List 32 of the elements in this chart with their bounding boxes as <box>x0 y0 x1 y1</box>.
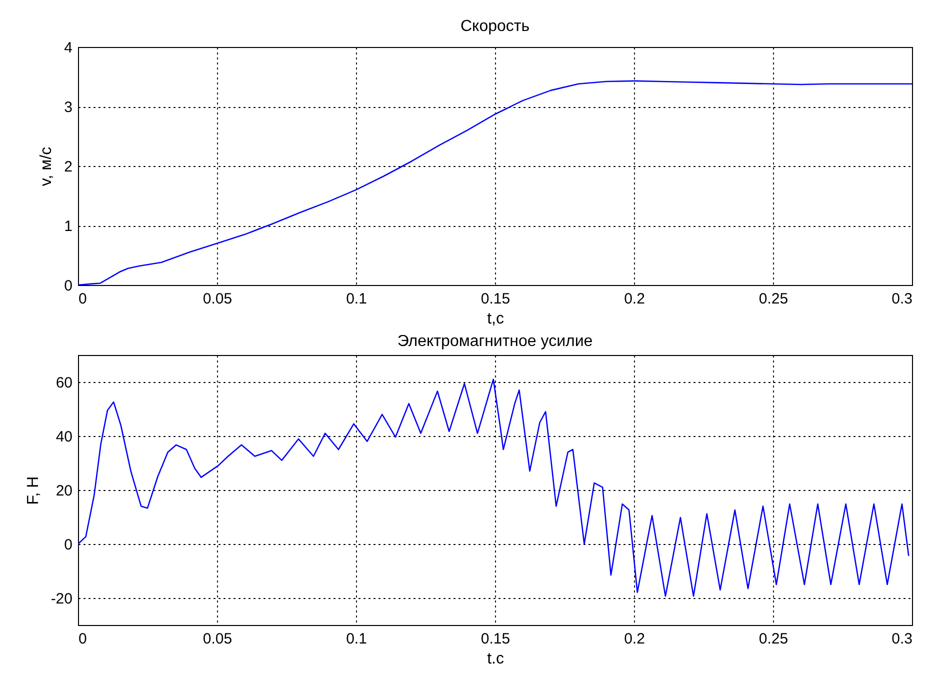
y-tick-label: 2 <box>64 158 72 176</box>
y-axis-title: F, H <box>24 476 42 505</box>
x-tick-label: 0 <box>78 290 87 308</box>
line-series <box>78 80 912 285</box>
y-tick-label: 0 <box>64 278 72 294</box>
x-tick-label: 0.05 <box>202 630 232 648</box>
x-axis-title: t.c <box>487 650 504 668</box>
line-series <box>78 378 910 597</box>
y-tick-label: 1 <box>64 218 72 235</box>
chart-title: Скорость <box>460 18 530 35</box>
y-tick-label: 3 <box>64 99 72 116</box>
x-tick-label: 0.1 <box>346 630 367 648</box>
chart-title: Электромагнитное усилие <box>397 333 593 350</box>
y-tick-label: 40 <box>56 428 72 446</box>
x-tick-label: 0.15 <box>480 630 510 648</box>
x-tick-label: 0 <box>78 630 87 648</box>
y-tick-label: 0 <box>64 536 72 554</box>
x-tick-label: 0.2 <box>624 290 645 308</box>
x-axis-title: t,c <box>487 310 504 328</box>
x-tick-label: 0.3 <box>892 630 912 648</box>
x-tick-label: 0.2 <box>624 630 645 648</box>
x-tick-label: 0.3 <box>892 290 912 308</box>
x-tick-label: 0.05 <box>202 290 232 308</box>
x-tick-label: 0.15 <box>480 290 510 308</box>
x-tick-label: 0.25 <box>758 290 788 308</box>
y-axis-title: v, м/с <box>38 146 56 186</box>
y-tick-label: 20 <box>56 482 72 500</box>
x-tick-label: 0.1 <box>346 290 367 308</box>
y-tick-label: 4 <box>64 40 72 56</box>
y-tick-label: 60 <box>56 374 72 392</box>
x-tick-label: 0.25 <box>758 630 788 648</box>
y-tick-label: -20 <box>50 590 72 608</box>
